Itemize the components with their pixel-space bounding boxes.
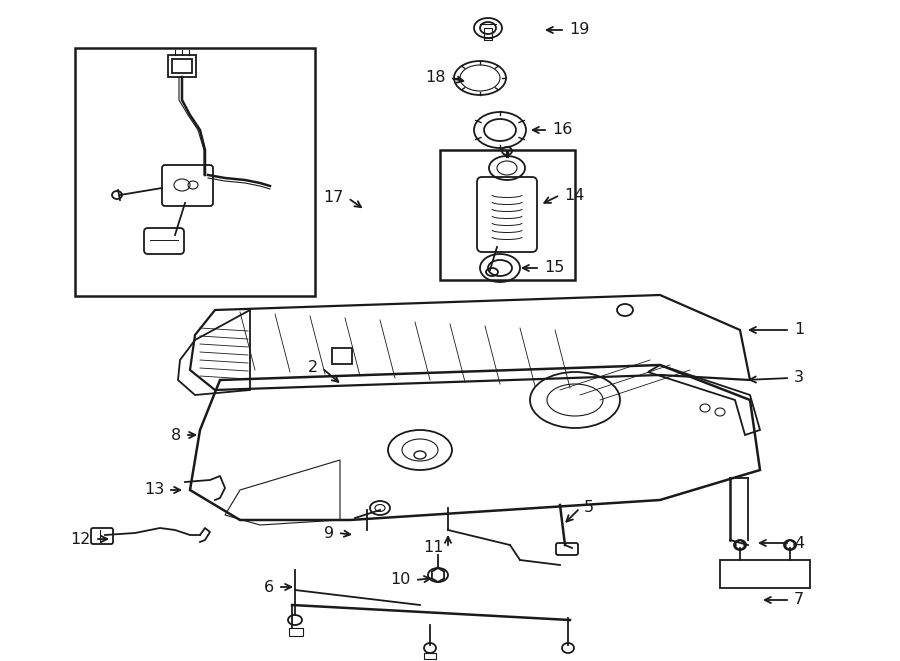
Bar [289, 628, 303, 636]
Bar [720, 560, 810, 588]
Text: 8: 8 [171, 428, 181, 442]
Text: 13: 13 [144, 483, 164, 498]
Text: 15: 15 [544, 260, 564, 276]
Bar [332, 348, 352, 364]
Text: 3: 3 [794, 371, 804, 385]
Text: 6: 6 [264, 580, 274, 594]
Text: 19: 19 [569, 22, 590, 38]
Bar [440, 150, 575, 280]
Bar [168, 55, 196, 77]
Text: 14: 14 [564, 188, 584, 202]
Text: 7: 7 [794, 592, 804, 607]
Text: 16: 16 [552, 122, 572, 137]
Text: 5: 5 [584, 500, 594, 516]
Bar [172, 59, 192, 73]
Bar [75, 48, 315, 296]
Text: 1: 1 [794, 323, 805, 338]
Text: 18: 18 [426, 71, 446, 85]
Text: 10: 10 [391, 572, 411, 588]
Text: 4: 4 [794, 535, 804, 551]
Text: 2: 2 [308, 360, 318, 375]
Bar [484, 28, 492, 40]
Text: 9: 9 [324, 525, 334, 541]
Text: 11: 11 [424, 541, 444, 555]
Text: 12: 12 [70, 531, 91, 547]
Bar [424, 653, 436, 659]
Text: 17: 17 [324, 190, 344, 206]
